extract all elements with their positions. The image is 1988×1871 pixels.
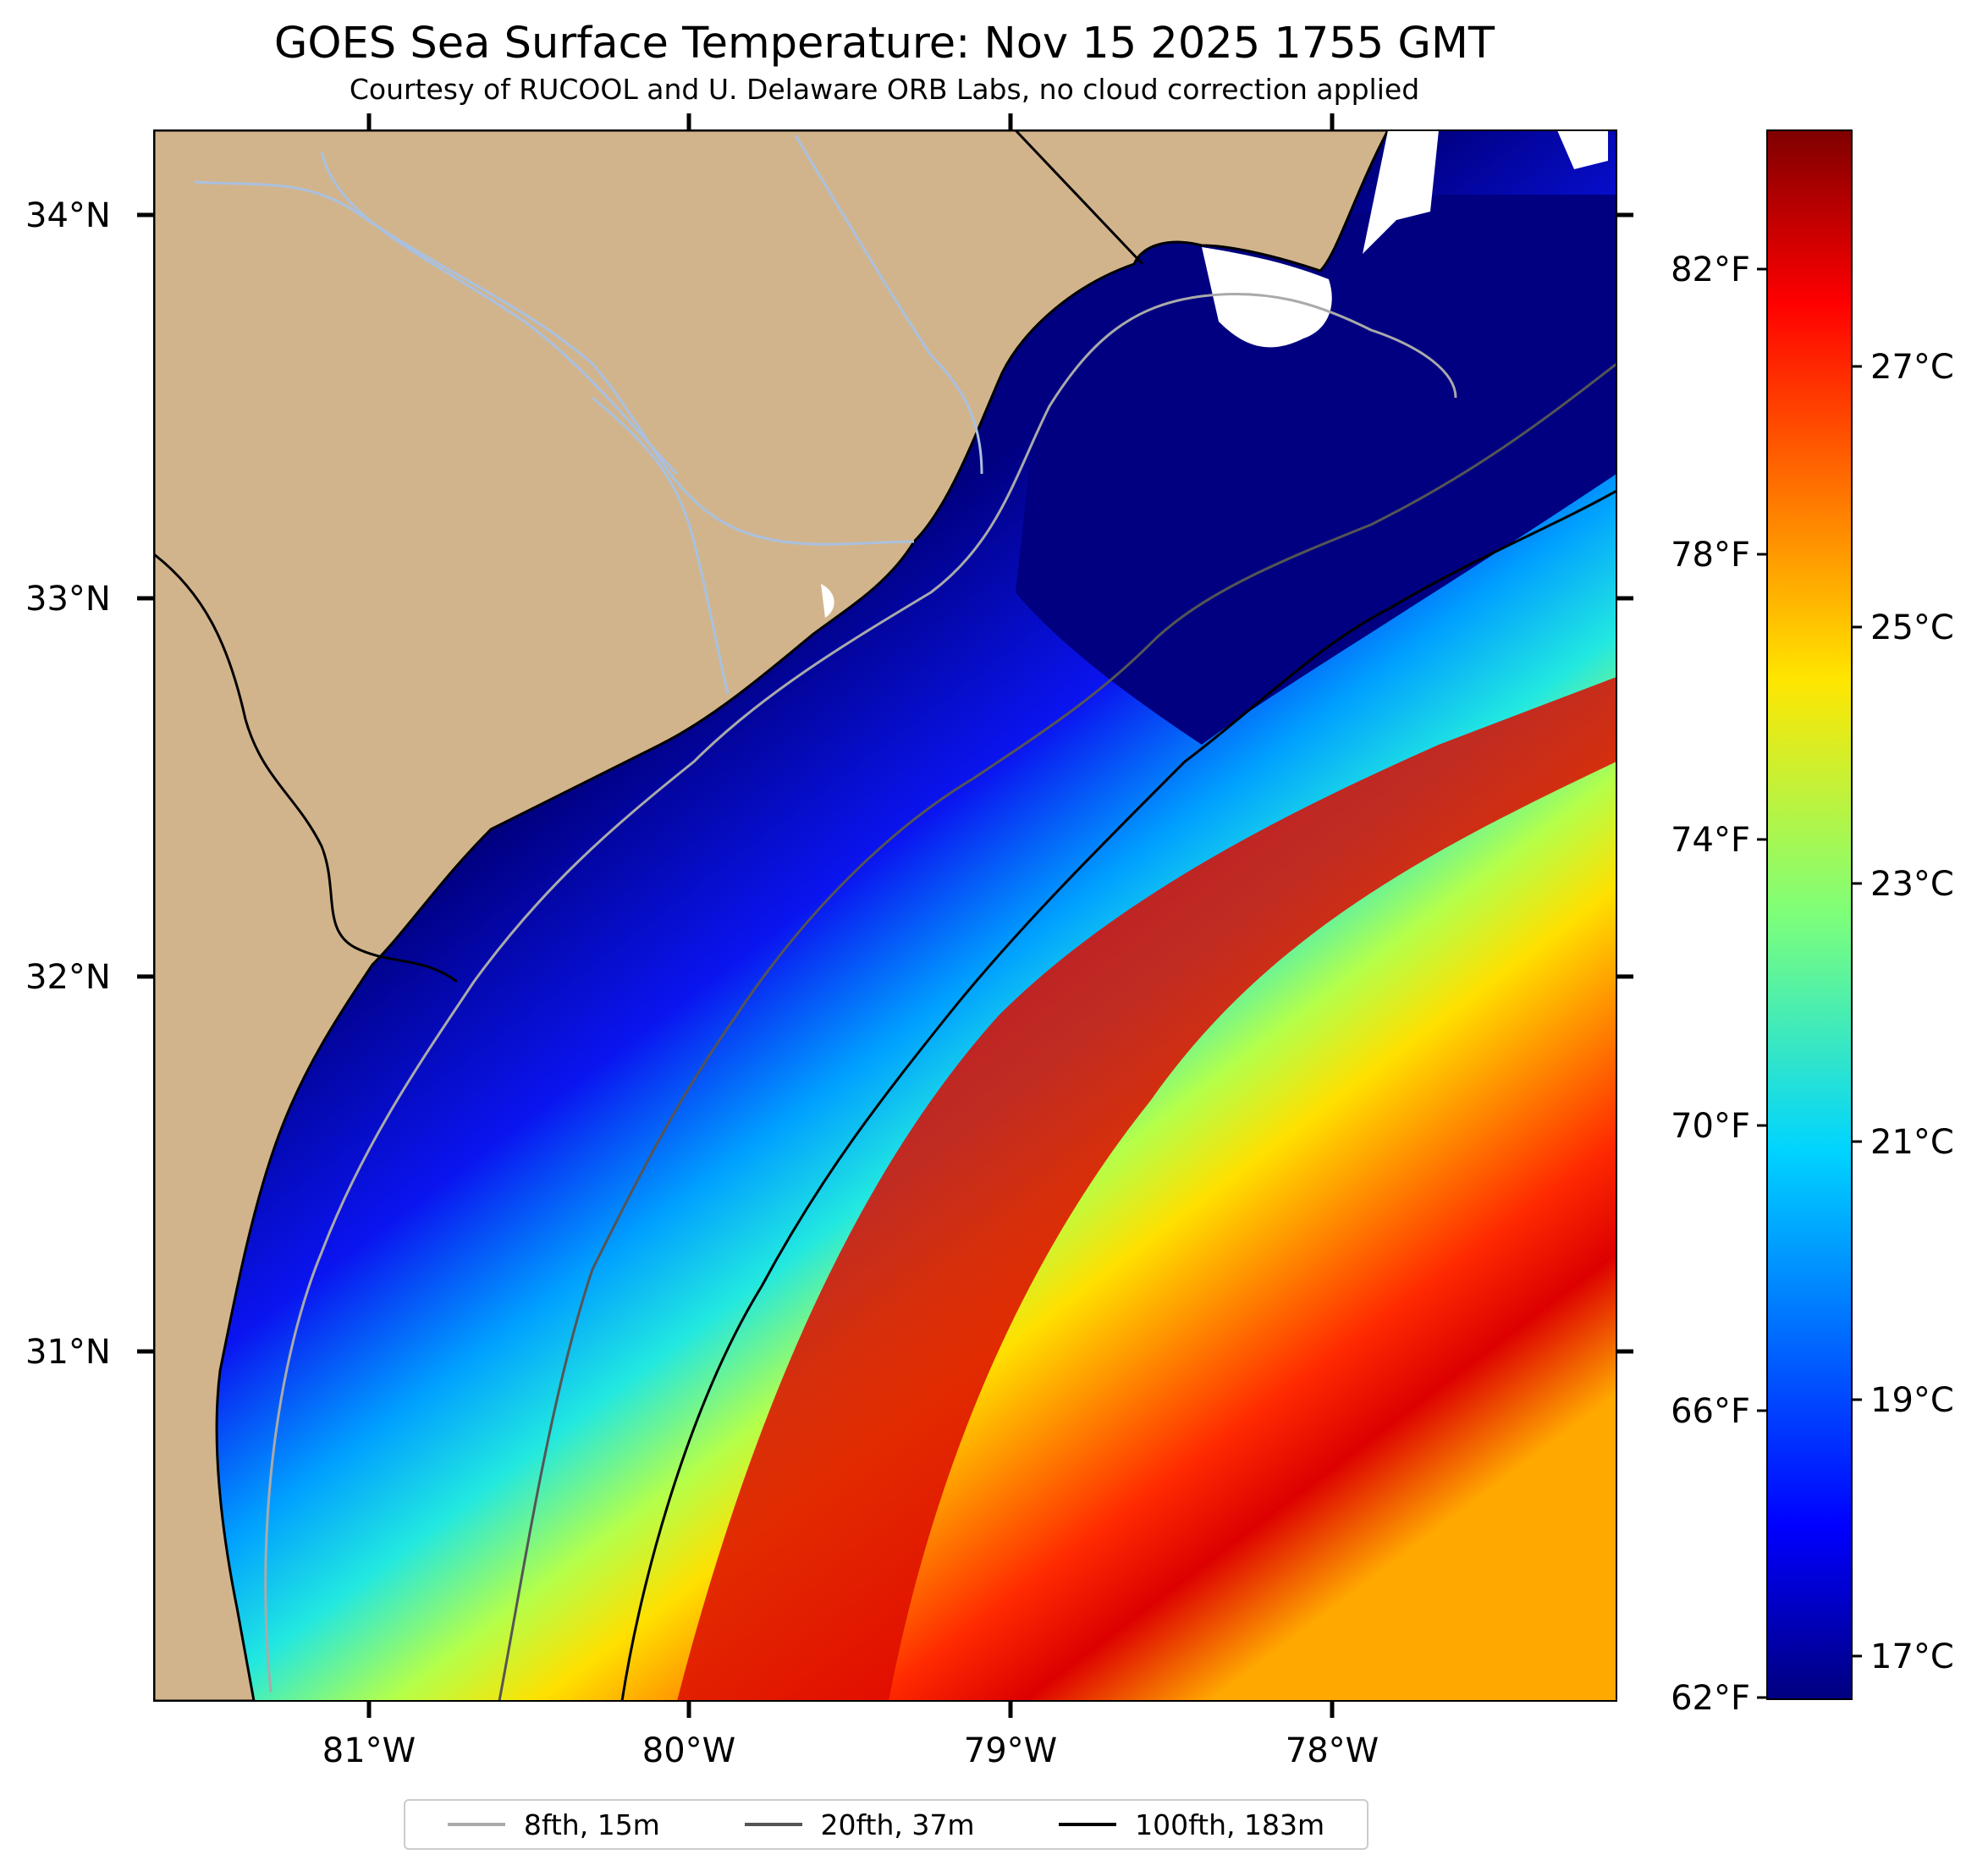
gulf-stream-core — [677, 677, 1616, 1701]
cb-f-label-66: 66°F — [1671, 1392, 1750, 1431]
cb-f-label-82: 82°F — [1671, 250, 1750, 289]
lat-label-31: 31°N — [25, 1333, 111, 1372]
map-title: GOES Sea Surface Temperature: Nov 15 202… — [273, 19, 1495, 69]
cb-c-label-25: 25°C — [1870, 608, 1954, 647]
cb-c-label-23: 23°C — [1870, 865, 1954, 904]
lat-label-33: 33°N — [25, 580, 111, 619]
map-frame — [153, 129, 1617, 1702]
land — [154, 130, 1390, 1701]
lat-label-32: 32°N — [25, 958, 111, 997]
legend-label-20fth: 20fth, 37m — [820, 1808, 975, 1841]
cold-shelf-water — [1016, 195, 1616, 745]
legend-item-8fth: 8fth, 15m — [447, 1808, 660, 1841]
lon-label-81: 81°W — [322, 1731, 416, 1770]
legend-item-20fth: 20fth, 37m — [744, 1808, 975, 1841]
cb-c-label-21: 21°C — [1870, 1123, 1954, 1162]
map-ticks — [137, 113, 1633, 1718]
legend-item-100fth: 100fth, 183m — [1059, 1808, 1324, 1841]
lat-label-34: 34°N — [25, 196, 111, 235]
legend-swatch-8fth — [447, 1823, 505, 1826]
state-border-nc-sc — [1014, 130, 1144, 266]
cb-c-label-27: 27°C — [1870, 348, 1954, 387]
contour-20fth — [498, 362, 1616, 1701]
cb-c-label-17: 17°C — [1870, 1637, 1954, 1676]
colorbar-ticks — [1757, 267, 1862, 1699]
cb-c-label-19: 19°C — [1870, 1381, 1954, 1420]
cb-f-label-62: 62°F — [1671, 1679, 1750, 1718]
cb-f-label-74: 74°F — [1671, 821, 1750, 860]
cb-f-label-70: 70°F — [1671, 1107, 1750, 1146]
legend-swatch-20fth — [744, 1823, 802, 1826]
lon-label-80: 80°W — [642, 1731, 735, 1770]
map-area — [154, 130, 1616, 1701]
lon-label-78: 78°W — [1286, 1731, 1379, 1770]
contour-100fth — [620, 489, 1616, 1701]
cloud-patches — [821, 130, 1608, 618]
state-border — [154, 553, 458, 983]
cb-f-label-78: 78°F — [1671, 536, 1750, 575]
legend-label-8fth: 8fth, 15m — [523, 1808, 660, 1841]
map-subtitle: Courtesy of RUCOOL and U. Delaware ORB L… — [349, 73, 1420, 106]
legend-label-100fth: 100fth, 183m — [1135, 1808, 1325, 1841]
lon-label-79: 79°W — [964, 1731, 1057, 1770]
rivers — [194, 135, 983, 695]
legend-swatch-100fth — [1059, 1823, 1117, 1826]
colorbar — [1766, 129, 1853, 1700]
legend: 8fth, 15m 20fth, 37m 100fth, 183m — [404, 1799, 1368, 1850]
contour-8fth — [264, 292, 1457, 1693]
